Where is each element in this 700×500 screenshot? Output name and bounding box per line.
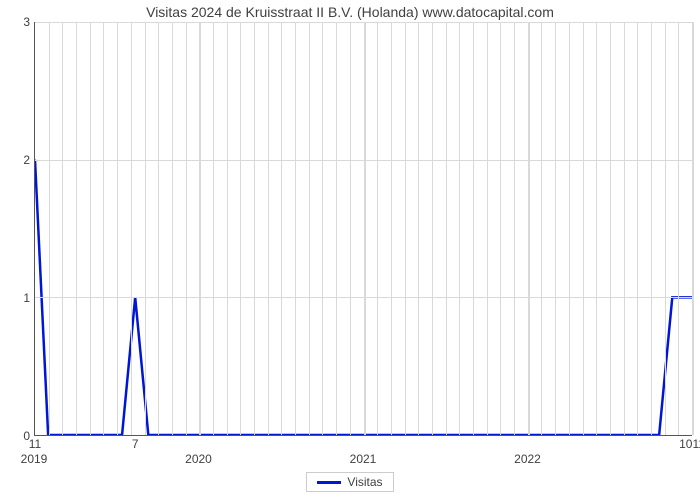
gridline-v-minor: [624, 22, 625, 435]
y-axis: 0123: [8, 22, 34, 436]
gridline-v-minor: [322, 22, 323, 435]
gridline-v-minor: [473, 22, 474, 435]
gridline-v-minor: [596, 22, 597, 435]
gridline-v-major: [199, 22, 201, 435]
gridline-v-minor: [418, 22, 419, 435]
y-tick-label: 1: [23, 291, 30, 305]
gridline-v-minor: [131, 22, 132, 435]
x-axis: 2019202020212022: [34, 436, 692, 468]
gridline-v-minor: [227, 22, 228, 435]
gridline-v-minor: [637, 22, 638, 435]
legend-label: Visitas: [347, 475, 382, 489]
gridline-v-minor: [90, 22, 91, 435]
legend: Visitas: [306, 472, 393, 492]
gridline-v-minor: [62, 22, 63, 435]
gridline-v-minor: [172, 22, 173, 435]
gridline-v-minor: [254, 22, 255, 435]
y-tick-label: 2: [23, 153, 30, 167]
gridline-v-minor: [541, 22, 542, 435]
plot-wrap: 0123 1171011 2019202020212022: [8, 22, 692, 468]
x-tick-label: 2020: [185, 452, 212, 466]
plot-row: 0123 1171011: [8, 22, 692, 436]
gridline-v-minor: [213, 22, 214, 435]
gridline-v-minor: [500, 22, 501, 435]
gridline-v-minor: [158, 22, 159, 435]
legend-swatch: [317, 481, 341, 484]
gridline-v-minor: [103, 22, 104, 435]
gridline-v-minor: [583, 22, 584, 435]
gridline-v-minor: [309, 22, 310, 435]
gridline-v-minor: [240, 22, 241, 435]
gridline-v-minor: [268, 22, 269, 435]
chart-title: Visitas 2024 de Kruisstraat II B.V. (Hol…: [8, 4, 692, 20]
gridline-v-minor: [555, 22, 556, 435]
gridline-v-minor: [295, 22, 296, 435]
gridline-v-major: [528, 22, 530, 435]
x-tick-label: 2022: [514, 452, 541, 466]
plot-area: 1171011: [34, 22, 692, 436]
chart-container: Visitas 2024 de Kruisstraat II B.V. (Hol…: [0, 0, 700, 500]
x-tick-label: 2019: [21, 452, 48, 466]
gridline-v-minor: [186, 22, 187, 435]
gridline-v-minor: [514, 22, 515, 435]
gridline-v-minor: [117, 22, 118, 435]
gridline-v-major: [692, 22, 694, 435]
gridline-v-minor: [377, 22, 378, 435]
gridline-v-minor: [678, 22, 679, 435]
gridline-v-minor: [446, 22, 447, 435]
gridline-v-minor: [49, 22, 50, 435]
gridline-v-minor: [336, 22, 337, 435]
gridline-v-minor: [391, 22, 392, 435]
gridline-v-minor: [145, 22, 146, 435]
gridline-v-minor: [459, 22, 460, 435]
gridline-v-minor: [651, 22, 652, 435]
gridline-v-minor: [405, 22, 406, 435]
gridline-v-minor: [350, 22, 351, 435]
gridline-v-minor: [569, 22, 570, 435]
gridline-v-minor: [487, 22, 488, 435]
x-tick-label: 2021: [350, 452, 377, 466]
gridline-v-minor: [281, 22, 282, 435]
gridline-v-minor: [432, 22, 433, 435]
gridline-v-minor: [610, 22, 611, 435]
gridline-v-minor: [665, 22, 666, 435]
y-tick-label: 3: [23, 15, 30, 29]
gridline-v-major: [364, 22, 366, 435]
gridline-v-minor: [76, 22, 77, 435]
